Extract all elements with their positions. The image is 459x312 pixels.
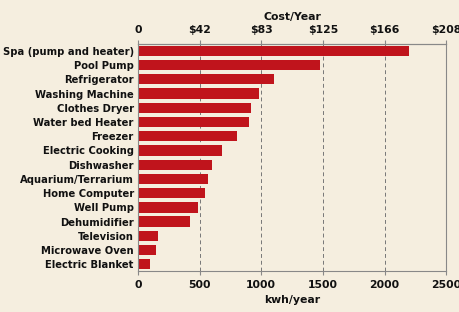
X-axis label: kwh/year: kwh/year — [263, 295, 319, 305]
Bar — [138, 103, 251, 113]
Bar — [138, 46, 409, 56]
Bar — [138, 188, 204, 198]
Bar — [138, 74, 273, 84]
Bar — [138, 202, 198, 212]
Bar — [138, 159, 212, 170]
Bar — [138, 259, 150, 270]
Bar — [138, 145, 221, 156]
Bar — [138, 217, 190, 227]
Bar — [138, 88, 258, 99]
Bar — [138, 60, 320, 70]
Bar — [138, 117, 248, 127]
Bar — [138, 245, 156, 255]
Bar — [138, 174, 208, 184]
Bar — [138, 231, 157, 241]
X-axis label: Cost/Year: Cost/Year — [263, 12, 320, 22]
Bar — [138, 131, 236, 141]
